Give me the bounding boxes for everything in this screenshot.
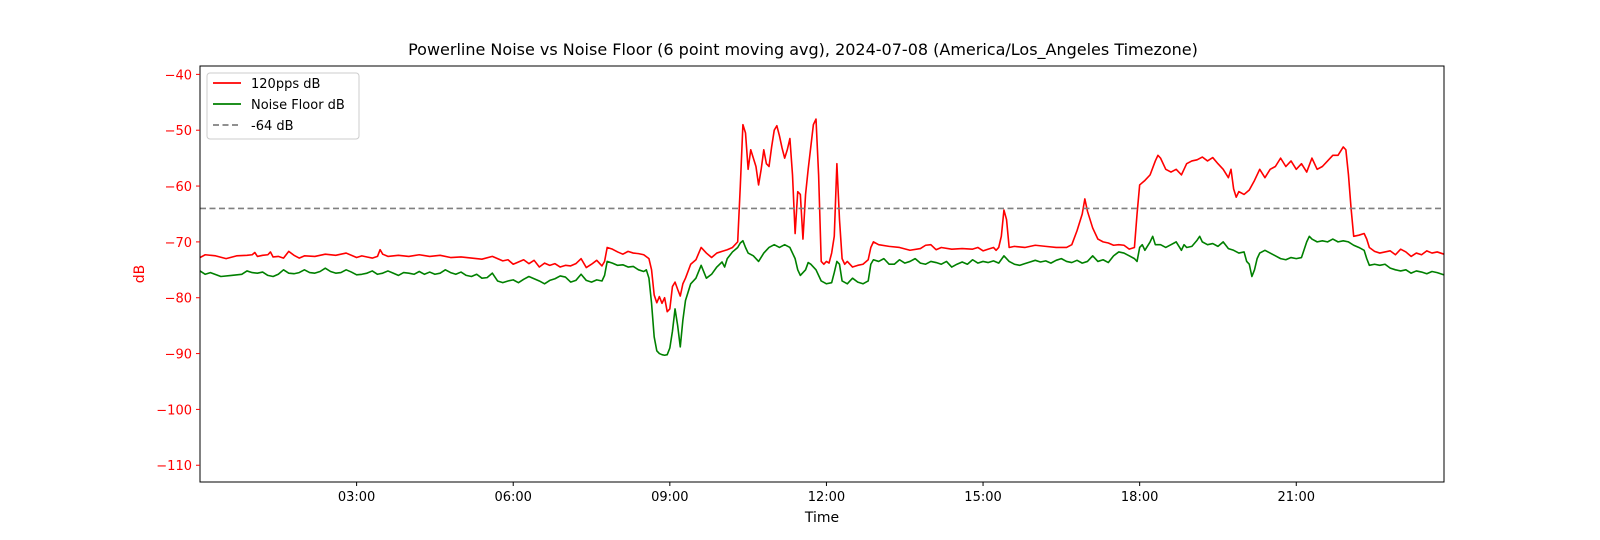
x-tick-label: 09:00 [651,490,688,505]
y-tick-label: −70 [165,236,192,251]
legend: 120pps dB Noise Floor dB -64 dB [206,72,360,140]
legend-box [206,72,360,140]
y-tick-label: −60 [165,180,192,195]
y-tick-label: −50 [165,124,192,139]
x-tick-label: 15:00 [964,490,1001,505]
legend-label-2: -64 dB [251,119,294,134]
chart-title: Powerline Noise vs Noise Floor (6 point … [408,40,1198,60]
plot-frame [199,65,1445,483]
y-axis-ticks: −40 −50 −60 −70 −80 −90 −100 −110 [156,68,200,474]
legend-label-1: Noise Floor dB [251,98,345,113]
y-tick-label: −80 [165,292,192,307]
x-axis-ticks: 03:00 06:00 09:00 12:00 15:00 18:00 21:00 [338,482,1315,505]
x-tick-label: 03:00 [338,490,375,505]
x-tick-label: 21:00 [1278,490,1315,505]
y-tick-label: −100 [156,403,192,418]
y-tick-label: −40 [165,68,192,83]
y-tick-label: −110 [156,459,192,474]
x-tick-label: 12:00 [808,490,845,505]
legend-label-0: 120pps dB [251,77,320,92]
plot-area [199,118,1445,357]
series-line-0 [199,118,1445,313]
x-tick-label: 18:00 [1121,490,1158,505]
y-axis-label: dB [132,265,148,284]
series-lines [199,118,1445,357]
x-axis-label: Time [804,510,839,526]
x-tick-label: 06:00 [494,490,531,505]
series-line-1 [199,235,1445,357]
y-tick-label: −90 [165,348,192,363]
